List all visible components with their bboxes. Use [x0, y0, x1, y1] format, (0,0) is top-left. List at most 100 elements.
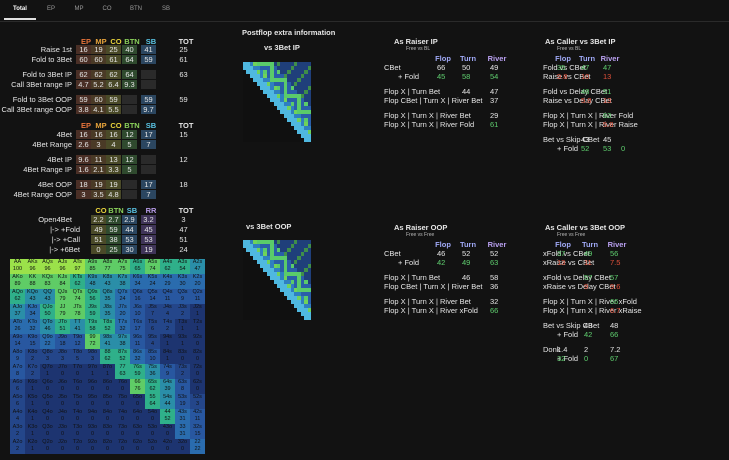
- grid-cell[interactable]: K6o 1: [25, 379, 40, 394]
- grid-cell[interactable]: 96o 0: [85, 379, 100, 394]
- grid-cell[interactable]: AKo 89: [10, 274, 25, 289]
- grid-cell[interactable]: J7o 0: [55, 364, 70, 379]
- grid-cell[interactable]: J3s 2: [175, 304, 190, 319]
- grid-cell[interactable]: QJs 79: [55, 289, 70, 304]
- grid-cell[interactable]: KJo 34: [25, 304, 40, 319]
- grid-cell[interactable]: T9s 58: [85, 319, 100, 334]
- grid-cell[interactable]: 43o 0: [160, 424, 175, 439]
- grid-cell[interactable]: 87o 1: [100, 364, 115, 379]
- grid-cell[interactable]: 64s 39: [160, 379, 175, 394]
- grid-cell[interactable]: J4s 4: [160, 304, 175, 319]
- grid-cell[interactable]: JJ 79: [55, 304, 70, 319]
- grid-cell[interactable]: 32s 15: [190, 424, 205, 439]
- grid-cell[interactable]: T4s 2: [160, 319, 175, 334]
- grid-cell[interactable]: A7s 75: [115, 259, 130, 274]
- grid-cell[interactable]: A6s 65: [130, 259, 145, 274]
- grid-cell[interactable]: K9o 15: [25, 334, 40, 349]
- grid-cell[interactable]: ATs 97: [70, 259, 85, 274]
- grid-cell[interactable]: 92o 0: [85, 439, 100, 454]
- grid-cell[interactable]: A8s 77: [100, 259, 115, 274]
- grid-cell[interactable]: 76s 59: [130, 364, 145, 379]
- grid-cell[interactable]: 62s 0: [190, 379, 205, 394]
- grid-cell[interactable]: 97s 38: [115, 334, 130, 349]
- grid-cell[interactable]: KQs 83: [40, 274, 55, 289]
- grid-cell[interactable]: K7o 2: [25, 364, 40, 379]
- grid-cell[interactable]: 87s 52: [115, 349, 130, 364]
- grid-cell[interactable]: Q5o 0: [40, 394, 55, 409]
- grid-cell[interactable]: 53o 0: [145, 424, 160, 439]
- grid-cell[interactable]: A5o 6: [10, 394, 25, 409]
- grid-cell[interactable]: Q2s 11: [190, 289, 205, 304]
- tab-co[interactable]: CO: [102, 6, 112, 12]
- grid-cell[interactable]: ATo 26: [10, 319, 25, 334]
- grid-cell[interactable]: J5o 0: [55, 394, 70, 409]
- grid-cell[interactable]: K5s 24: [145, 274, 160, 289]
- grid-cell[interactable]: J6o 0: [55, 379, 70, 394]
- grid-cell[interactable]: Q3s 9: [175, 289, 190, 304]
- grid-cell[interactable]: 63o 0: [130, 424, 145, 439]
- grid-cell[interactable]: A3o 2: [10, 424, 25, 439]
- grid-cell[interactable]: 84s 1: [160, 349, 175, 364]
- grid-cell[interactable]: T8s 52: [100, 319, 115, 334]
- grid-cell[interactable]: 93o 0: [85, 424, 100, 439]
- grid-cell[interactable]: 83o 0: [100, 424, 115, 439]
- grid-cell[interactable]: 83s 0: [175, 349, 190, 364]
- grid-cell[interactable]: 85o 0: [100, 394, 115, 409]
- grid-cell[interactable]: 63s 8: [175, 379, 190, 394]
- grid-cell[interactable]: QJo 50: [40, 304, 55, 319]
- grid-cell[interactable]: T8o 5: [70, 349, 85, 364]
- grid-cell[interactable]: J2s 1: [190, 304, 205, 319]
- grid-cell[interactable]: JTo 51: [55, 319, 70, 334]
- grid-cell[interactable]: Q9o 22: [40, 334, 55, 349]
- grid-cell[interactable]: A9s 85: [85, 259, 100, 274]
- grid-cell[interactable]: 94o 0: [85, 409, 100, 424]
- grid-cell[interactable]: AKs 96: [25, 259, 40, 274]
- grid-cell[interactable]: 55 64: [145, 394, 160, 409]
- grid-cell[interactable]: K7s 38: [115, 274, 130, 289]
- grid-cell[interactable]: AQo 62: [10, 289, 25, 304]
- grid-cell[interactable]: A2o 2: [10, 439, 25, 454]
- grid-cell[interactable]: J5s 7: [145, 304, 160, 319]
- grid-cell[interactable]: Q9s 56: [85, 289, 100, 304]
- grid-cell[interactable]: 33 31: [175, 424, 190, 439]
- grid-cell[interactable]: A7o 8: [10, 364, 25, 379]
- grid-cell[interactable]: Q4s 11: [160, 289, 175, 304]
- grid-cell[interactable]: 94s 1: [160, 334, 175, 349]
- grid-cell[interactable]: J2o 0: [55, 439, 70, 454]
- grid-cell[interactable]: 62o 0: [130, 439, 145, 454]
- grid-cell[interactable]: 74o 0: [115, 409, 130, 424]
- grid-cell[interactable]: 32o 0: [175, 439, 190, 454]
- grid-cell[interactable]: K5o 1: [25, 394, 40, 409]
- grid-cell[interactable]: QTo 46: [40, 319, 55, 334]
- grid-cell[interactable]: KJs 84: [55, 274, 70, 289]
- grid-cell[interactable]: J9s 59: [85, 304, 100, 319]
- grid-cell[interactable]: QTs 74: [70, 289, 85, 304]
- grid-cell[interactable]: A3s 54: [175, 259, 190, 274]
- grid-cell[interactable]: T6o 0: [70, 379, 85, 394]
- grid-cell[interactable]: 75o 0: [115, 394, 130, 409]
- grid-cell[interactable]: 72s 0: [190, 364, 205, 379]
- grid-cell[interactable]: 99 72: [85, 334, 100, 349]
- grid-cell[interactable]: T6s 17: [130, 319, 145, 334]
- grid-cell[interactable]: AJo 37: [10, 304, 25, 319]
- grid-cell[interactable]: A2s 47: [190, 259, 205, 274]
- tab-mp[interactable]: MP: [74, 6, 84, 12]
- grid-cell[interactable]: 65o 0: [130, 394, 145, 409]
- grid-cell[interactable]: 43s 31: [175, 409, 190, 424]
- grid-cell[interactable]: 84o 0: [100, 409, 115, 424]
- grid-cell[interactable]: 86s 32: [130, 349, 145, 364]
- grid-cell[interactable]: KQo 43: [25, 289, 40, 304]
- grid-cell[interactable]: KTo 32: [25, 319, 40, 334]
- grid-cell[interactable]: J8s 35: [100, 304, 115, 319]
- grid-cell[interactable]: Q7s 24: [115, 289, 130, 304]
- grid-cell[interactable]: K2o 1: [25, 439, 40, 454]
- grid-cell[interactable]: 98s 41: [100, 334, 115, 349]
- grid-cell[interactable]: 97o 1: [85, 364, 100, 379]
- grid-cell[interactable]: K8s 43: [100, 274, 115, 289]
- grid-cell[interactable]: T4o 0: [70, 409, 85, 424]
- grid-cell[interactable]: A4o 4: [10, 409, 25, 424]
- grid-cell[interactable]: K4s 29: [160, 274, 175, 289]
- grid-cell[interactable]: 54s 44: [160, 394, 175, 409]
- grid-cell[interactable]: AA 100: [10, 259, 25, 274]
- grid-cell[interactable]: 52s 3: [190, 394, 205, 409]
